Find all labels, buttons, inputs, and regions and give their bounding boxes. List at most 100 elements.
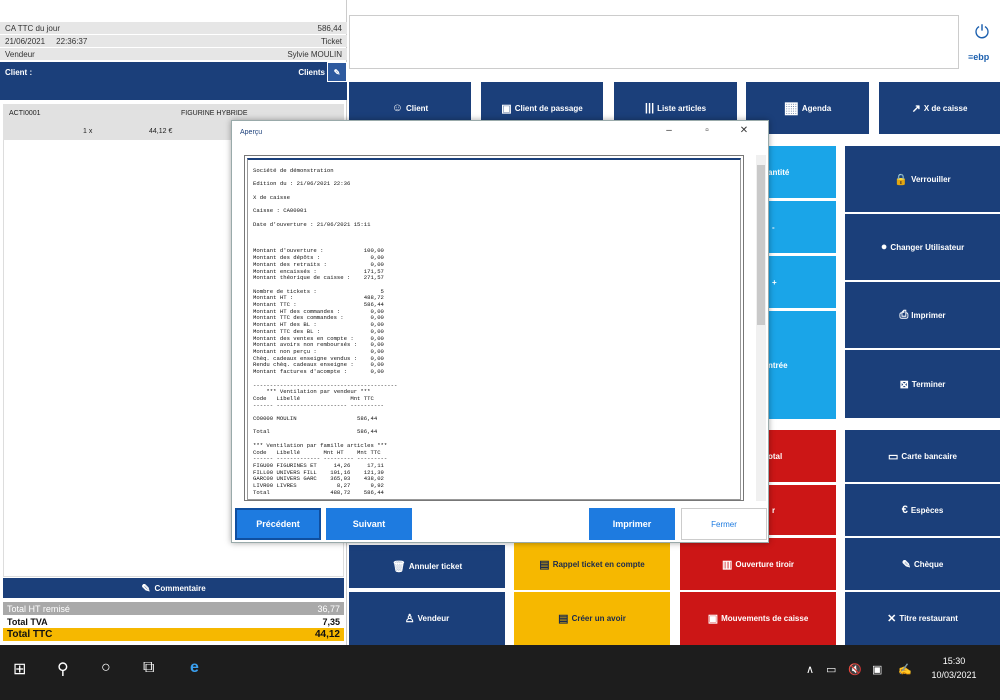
maximize-button[interactable]: ▫ [705,125,709,136]
mouvements-caisse-label: Mouvements de caisse [721,614,809,623]
client-info-bar [0,82,347,100]
creer-avoir-button[interactable]: ▤ Créer un avoir [514,592,670,645]
rappel-ticket-button[interactable]: ▤ Rappel ticket en compte [514,538,670,590]
client-bar: Client : Clients ✎ [0,62,347,82]
network-icon[interactable]: ▣ [872,664,883,676]
red-button-2-label: r [772,505,776,515]
tray-chevron-icon[interactable]: ∧ [806,664,815,676]
vendeur-label: Vendeur [5,49,35,59]
mouvements-caisse-button[interactable]: ▣ Mouvements de caisse [680,592,836,645]
changer-utilisateur-button[interactable]: ● Changer Utilisateur [845,214,1000,280]
battery-icon[interactable]: ▭ [826,664,837,676]
cortana-icon[interactable]: ○ [101,659,111,676]
line-code: ACTI0001 [9,110,41,117]
report-page: Société de démonstration Edition du : 21… [247,158,741,500]
cheque-button[interactable]: ✎ Chèque [845,538,1000,590]
trash-icon: 🗑 [391,561,406,573]
client-button-label: Client [406,103,429,113]
date-row: 21/06/2021 22:36:37 Ticket [0,35,347,47]
preview-scrollbar[interactable] [756,155,766,501]
apercu-dialog: Aperçu – ▫ ✕ Société de démonstration Ed… [231,120,769,543]
entree-label: ntrée [768,360,788,370]
scrollbar-thumb[interactable] [757,165,765,325]
line-name: FIGURINE HYBRIDE [181,110,248,117]
date-text: 21/06/2021 [5,36,46,46]
taskbar: ⊞ ⚲ ○ ⧉ e ∧ ▭ 🔇 ▣ ✍ 15:30 10/03/2021 [0,645,1000,700]
commentaire-button[interactable]: ✎ Commentaire [3,578,344,598]
pen-icon[interactable]: ✍ [898,664,912,676]
client-passage-label: Client de passage [514,103,583,113]
ca-row: CA TTC du jour 586,44 [0,22,347,34]
display-box [349,15,959,69]
trend-icon: ↗ [911,102,921,115]
verrouiller-label: Verrouiller [911,174,951,184]
total-tva-value: 7,35 [322,616,340,627]
power-button[interactable]: ⏻ [970,22,994,46]
ouverture-tiroir-label: Ouverture tiroir [735,559,795,569]
edge-icon[interactable]: e [190,659,199,676]
lock-icon: 🔒 [894,173,909,186]
windows-start-icon[interactable]: ⊞ [13,661,27,678]
cheque-label: Chèque [913,559,944,569]
credit-card-icon: ▭ [888,450,899,463]
report-text: Société de démonstration Edition du : 21… [253,167,398,496]
dialog-titlebar: Aperçu [232,121,768,143]
especes-label: Espèces [910,505,944,515]
imprimer-main-button[interactable]: ⎙ Imprimer [845,282,1000,348]
vendeur-row: Vendeur Sylvie MOULIN [0,48,347,60]
ebp-logo: ≡ebp [968,52,990,62]
ticket-label: Ticket [320,36,342,46]
cutlery-icon: ✕ [887,613,897,625]
edit-client-button[interactable]: ✎ [327,62,347,82]
precedent-button[interactable]: Précédent [235,508,321,540]
barcode-icon: ||| [644,102,655,114]
clock-time: 15:30 [942,656,966,666]
verrouiller-button[interactable]: 🔒 Verrouiller [845,146,1000,212]
clients-button[interactable]: Clients [298,67,325,77]
cheque-icon: ✎ [901,558,911,571]
report-preview[interactable]: Société de démonstration Edition du : 21… [244,155,744,501]
printer-icon: ⎙ [899,308,909,321]
cash-icon: € [901,504,908,516]
total-ht-label: Total HT remisé [7,603,70,614]
comment-edit-icon: ✎ [141,582,151,595]
suivant-button[interactable]: Suivant [326,508,412,540]
receipt-icon: ▤ [539,558,550,571]
fermer-button[interactable]: Fermer [681,508,767,540]
x-caisse-label: X de caisse [923,103,968,113]
titre-restaurant-label: Titre restaurant [899,614,958,623]
x-caisse-button[interactable]: ↗ X de caisse [879,82,1000,134]
annuler-ticket-button[interactable]: 🗑 Annuler ticket [349,545,505,588]
person-outline-icon: ♙ [404,613,415,625]
total-ttc-row: Total TTC 44,12 [3,628,344,641]
imprimer-button[interactable]: Imprimer [589,508,675,540]
ouverture-tiroir-button[interactable]: ▥ Ouverture tiroir [680,538,836,590]
plus-label: + [772,277,777,287]
clock[interactable]: 15:30 10/03/2021 [924,654,984,682]
vendeur-label: Vendeur [417,614,450,623]
vendeur-button[interactable]: ♙ Vendeur [349,592,505,645]
carte-bancaire-label: Carte bancaire [901,451,957,461]
creer-avoir-label: Créer un avoir [571,614,626,623]
task-view-icon[interactable]: ⧉ [143,659,155,676]
terminer-label: Terminer [911,379,946,389]
liste-articles-label: Liste articles [657,103,707,113]
volume-muted-icon[interactable]: 🔇 [848,664,862,676]
minus-label: - [772,222,775,232]
total-ttc-value: 44,12 [314,629,340,640]
search-icon[interactable]: ⚲ [57,661,69,678]
especes-button[interactable]: € Espèces [845,484,1000,536]
quantite-label: antité [768,167,790,177]
titre-restaurant-button[interactable]: ✕ Titre restaurant [845,592,1000,645]
terminer-button[interactable]: ⊠ Terminer [845,350,1000,418]
total-tva-label: Total TVA [7,616,48,627]
carte-bancaire-button[interactable]: ▭ Carte bancaire [845,430,1000,482]
total-label: otal [768,451,783,461]
drawer-icon: ▥ [721,558,733,571]
close-button[interactable]: ✕ [739,125,749,136]
commentaire-label: Commentaire [154,583,206,593]
document-icon: ▤ [558,613,569,625]
line-price: 44,12 € [149,128,173,135]
pencil-icon: ✎ [333,67,341,77]
minimize-button[interactable]: – [666,125,672,136]
